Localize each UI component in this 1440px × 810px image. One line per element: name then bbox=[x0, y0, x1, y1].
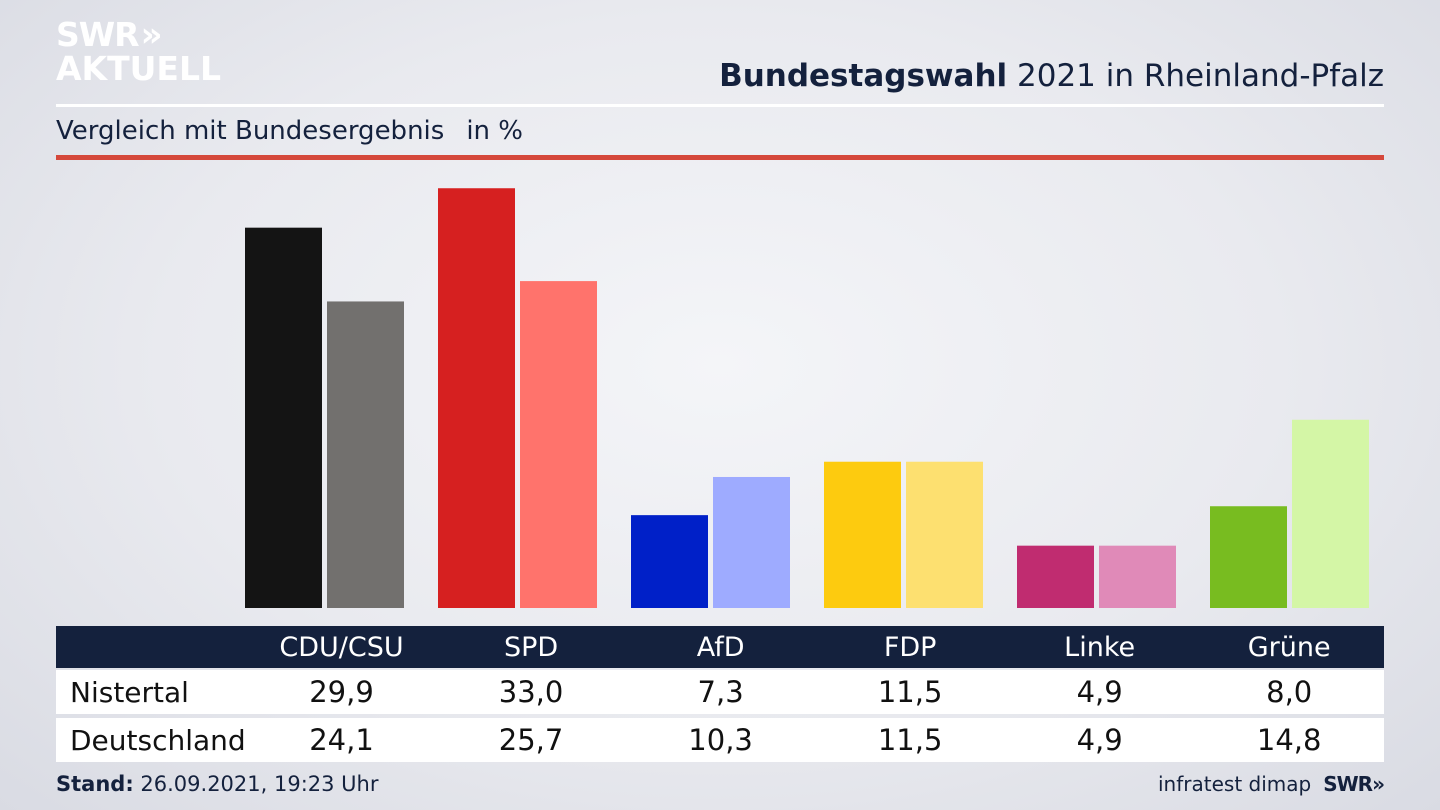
value-cell: 7,3 bbox=[697, 675, 744, 709]
source-text: infratest dimap bbox=[1158, 772, 1312, 796]
bar-chart bbox=[245, 188, 1369, 609]
title-rest: 2021 in Rheinland-Pfalz bbox=[1007, 58, 1384, 94]
value-cell: 14,8 bbox=[1256, 723, 1322, 757]
bar-deutschland-2 bbox=[713, 476, 790, 608]
chart-subtitle: Vergleich mit Bundesergebnis in % bbox=[56, 116, 523, 146]
unit-label: in % bbox=[466, 116, 523, 146]
table-row: Deutschland 24,1 25,7 10,3 11,5 4,9 14,8 bbox=[56, 718, 1384, 762]
title-bold: Bundestagswahl bbox=[719, 58, 1008, 94]
swr-aktuell-logo: SWR» AKTUELL bbox=[56, 18, 221, 86]
value-cell: 4,9 bbox=[1076, 675, 1123, 709]
logo-aktuell-text: AKTUELL bbox=[56, 49, 222, 88]
row-label: Nistertal bbox=[70, 675, 189, 709]
stand-label: Stand: bbox=[56, 772, 134, 796]
chart-title: Bundestagswahl 2021 in Rheinland-Pfalz bbox=[719, 58, 1384, 94]
value-cell: 33,0 bbox=[498, 675, 564, 709]
accent-rule bbox=[56, 155, 1384, 160]
bar-deutschland-5 bbox=[1292, 419, 1369, 608]
value-cell: 10,3 bbox=[688, 723, 753, 757]
stand-value: 26.09.2021, 19:23 Uhr bbox=[133, 772, 379, 796]
table-row: Nistertal 29,9 33,0 7,3 11,5 4,9 8,0 bbox=[56, 670, 1384, 714]
bar-nistertal-3 bbox=[824, 461, 901, 608]
value-cell: 24,1 bbox=[309, 723, 374, 757]
swr-footer-logo: SWR» bbox=[1323, 772, 1385, 796]
party-header: AfD bbox=[696, 631, 745, 663]
bar-deutschland-1 bbox=[520, 281, 597, 608]
bar-nistertal-5 bbox=[1210, 506, 1287, 608]
value-cell: 11,5 bbox=[877, 675, 943, 709]
bar-nistertal-1 bbox=[438, 188, 515, 609]
value-cell: 4,9 bbox=[1076, 723, 1123, 757]
value-cell: 11,5 bbox=[877, 723, 943, 757]
logo-swr-text: SWR bbox=[56, 15, 140, 54]
bar-nistertal-0 bbox=[245, 227, 322, 608]
value-cell: 25,7 bbox=[498, 723, 564, 757]
header-divider bbox=[56, 104, 1384, 107]
bar-deutschland-3 bbox=[906, 461, 983, 608]
bar-deutschland-0 bbox=[327, 301, 404, 608]
source-credit: infratest dimap SWR» bbox=[1158, 772, 1385, 796]
party-header: Linke bbox=[1064, 631, 1136, 663]
party-header: SPD bbox=[503, 631, 559, 663]
party-header: FDP bbox=[883, 631, 937, 663]
value-cell: 29,9 bbox=[309, 675, 374, 709]
bar-nistertal-2 bbox=[631, 515, 708, 608]
table-header-row: CDU/CSU SPD AfD FDP Linke Grüne bbox=[56, 626, 1384, 668]
results-table: CDU/CSU SPD AfD FDP Linke Grüne Nisterta… bbox=[56, 626, 1384, 762]
row-label: Deutschland bbox=[70, 723, 246, 757]
party-header: CDU/CSU bbox=[279, 631, 404, 663]
party-header: Grüne bbox=[1247, 631, 1331, 663]
value-cell: 8,0 bbox=[1266, 675, 1313, 709]
subtitle-text: Vergleich mit Bundesergebnis bbox=[56, 116, 445, 146]
bar-nistertal-4 bbox=[1017, 545, 1094, 608]
bar-deutschland-4 bbox=[1099, 545, 1176, 608]
timestamp: Stand: 26.09.2021, 19:23 Uhr bbox=[56, 772, 379, 796]
